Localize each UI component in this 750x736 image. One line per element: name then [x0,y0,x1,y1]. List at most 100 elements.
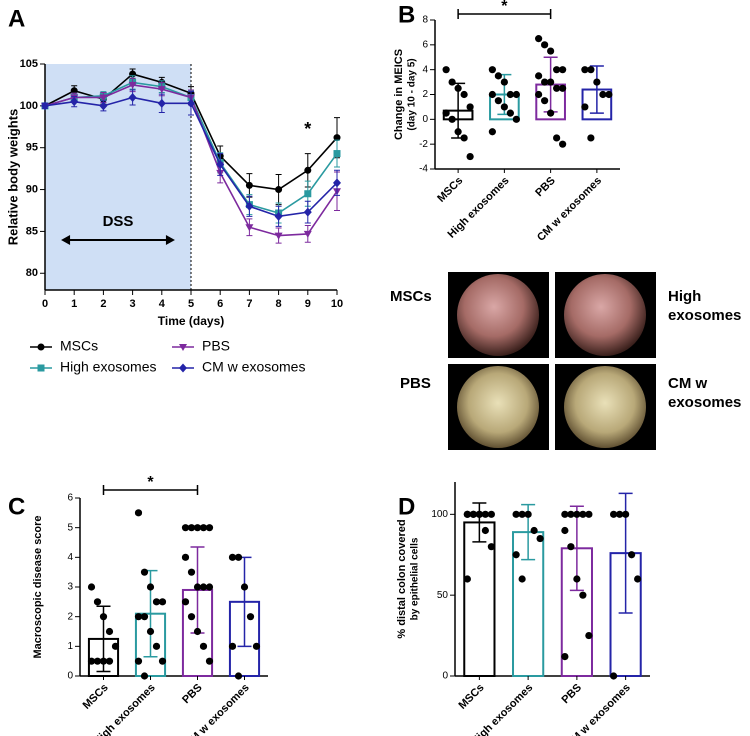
legend-marker [37,343,45,351]
data-point [518,575,526,583]
data-point [579,591,587,599]
data-point [99,613,108,621]
marker [245,224,254,232]
marker [99,101,108,111]
image-label: MSCs [390,288,432,305]
data-point [488,128,496,136]
marker [157,86,166,94]
legend-marker [37,364,45,372]
data-point [466,103,474,111]
data-point [518,510,526,518]
data-point [581,103,589,111]
data-point [494,72,502,80]
annotation: DSS [103,213,134,230]
data-point [506,90,514,99]
data-point [579,510,587,518]
y-axis-label: Macroscopic disease score [32,515,44,658]
significance-label: * [501,0,508,15]
data-point [105,627,114,636]
panel-letter: C [8,493,25,520]
data-point [463,575,471,583]
x-tick-label: MSCs [456,682,486,712]
data-point [535,90,543,99]
data-point [487,510,495,518]
data-point [234,553,243,561]
data-point [205,583,214,591]
data-point [448,78,456,86]
legend-label: MSCs [60,338,98,354]
y-tick-label: 5 [67,522,73,533]
marker [274,211,283,221]
y-tick-label: -2 [419,139,428,150]
data-point [140,613,149,621]
image-label: CM w exosomes [668,375,742,411]
data-point [500,78,508,86]
shaded-region [45,64,191,290]
annotation: * [304,119,311,139]
data-point [536,534,544,543]
x-tick-label: 10 [331,298,343,310]
data-point [240,583,249,591]
data-point [466,152,474,161]
data-point [228,553,237,561]
data-point [599,90,607,99]
data-point [610,510,618,518]
y-tick-label: 2 [422,89,428,100]
y-axis-label: by epithelial cells [410,537,421,620]
y-tick-label: 2 [67,611,73,622]
marker [41,101,49,111]
data-point [573,510,581,518]
data-point [559,66,567,74]
marker [333,134,341,142]
y-axis-label: Change in MEICS [393,49,405,140]
y-tick-label: 0 [67,671,73,682]
data-point [512,551,520,559]
data-point [199,583,208,591]
data-point [87,583,96,591]
legend-label: PBS [202,338,230,354]
x-tick-label: 7 [246,298,252,310]
data-point [628,551,636,559]
data-point [587,66,595,74]
y-tick-label: 80 [26,267,38,279]
data-point [535,72,543,80]
data-point [460,134,468,142]
data-point [512,90,520,99]
legend-marker [179,344,187,351]
x-tick-label: 6 [217,298,223,310]
data-point [581,66,589,74]
data-point [585,631,593,640]
y-tick-label: 105 [20,58,38,70]
data-point [553,66,561,74]
data-point [463,510,471,518]
data-point [152,598,161,606]
error-bar [589,65,604,114]
data-point [87,657,96,665]
x-tick-label: 3 [130,298,136,310]
endoscopy-images [448,272,656,450]
y-tick-label: 90 [26,183,38,195]
data-point [634,575,642,583]
data-point [460,90,468,99]
x-tick-label: 5 [188,298,194,310]
x-tick-label: MSCs [81,682,111,712]
data-point [199,642,208,650]
marker [304,166,312,174]
data-point [605,90,613,99]
data-point [567,510,575,518]
y-tick-label: 8 [422,15,428,26]
legend-label: High exosomes [60,359,157,375]
data-point [105,657,114,665]
marker [245,201,254,211]
data-point [193,627,202,636]
y-axis-label: % distal colon covered [396,519,408,638]
x-tick-label: 1 [71,298,77,310]
image-label: PBS [400,375,431,392]
data-point [487,543,495,551]
marker [99,94,108,102]
data-point [561,526,569,535]
data-point [181,598,190,606]
data-point [134,613,143,621]
